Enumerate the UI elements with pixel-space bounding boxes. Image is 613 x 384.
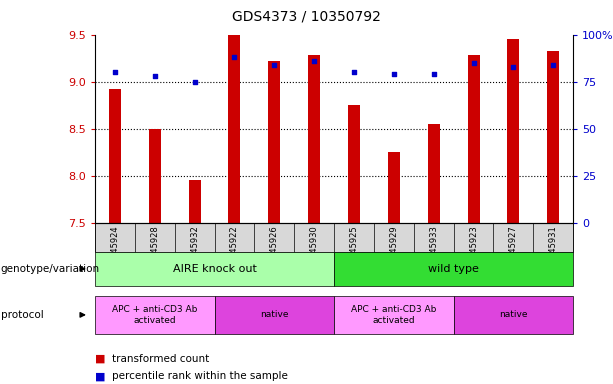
Bar	[468, 55, 479, 223]
Point	[150, 73, 160, 79]
Point	[310, 58, 319, 64]
Bar	[229, 35, 240, 223]
Bar	[189, 180, 200, 223]
Point	[429, 71, 439, 77]
Text: genotype/variation: genotype/variation	[1, 264, 100, 274]
Text: APC + anti-CD3 Ab
activated: APC + anti-CD3 Ab activated	[112, 305, 197, 324]
Bar	[388, 152, 400, 223]
Bar	[428, 124, 440, 223]
Text: wild type: wild type	[428, 264, 479, 274]
Text: native: native	[499, 310, 528, 319]
Point	[469, 60, 479, 66]
Text: APC + anti-CD3 Ab
activated: APC + anti-CD3 Ab activated	[351, 305, 436, 324]
Text: transformed count: transformed count	[112, 354, 210, 364]
Point	[549, 61, 558, 68]
Point	[270, 61, 280, 68]
Text: ■: ■	[95, 371, 109, 381]
Point	[389, 71, 399, 77]
Text: percentile rank within the sample: percentile rank within the sample	[112, 371, 288, 381]
Text: ■: ■	[95, 354, 109, 364]
Bar	[109, 89, 121, 223]
Point	[190, 79, 200, 85]
Point	[230, 54, 240, 60]
Bar	[308, 55, 320, 223]
Text: protocol: protocol	[1, 310, 44, 320]
Bar	[149, 129, 161, 223]
Bar	[547, 51, 559, 223]
Text: native: native	[260, 310, 289, 319]
Bar	[508, 39, 519, 223]
Bar	[268, 61, 280, 223]
Bar	[348, 105, 360, 223]
Text: AIRE knock out: AIRE knock out	[173, 264, 256, 274]
Text: GDS4373 / 10350792: GDS4373 / 10350792	[232, 10, 381, 23]
Point	[509, 63, 519, 70]
Point	[110, 69, 120, 75]
Point	[349, 69, 359, 75]
